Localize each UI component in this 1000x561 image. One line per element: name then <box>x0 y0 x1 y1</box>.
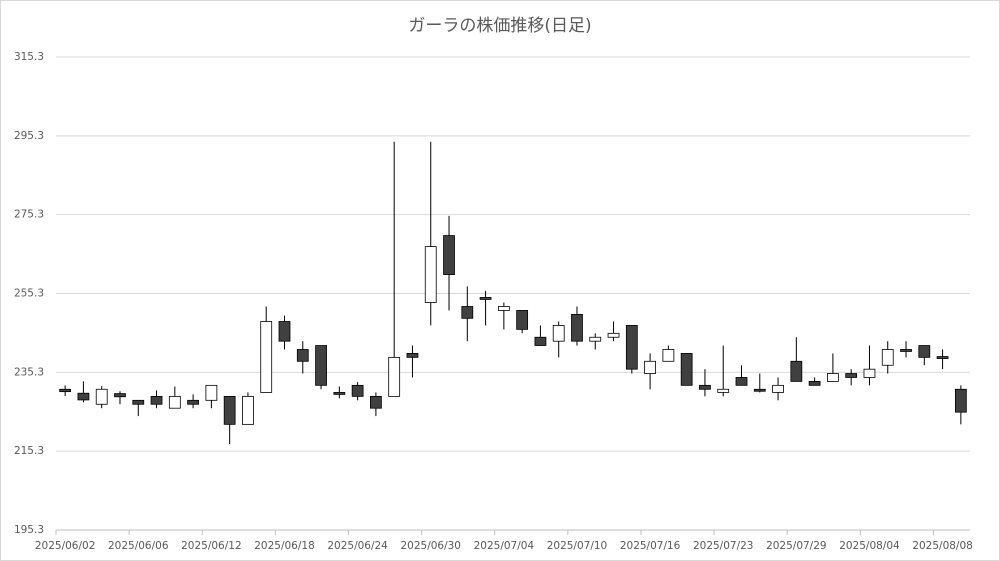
candle-body <box>406 353 419 358</box>
candle-body <box>607 332 620 338</box>
candle-body <box>333 392 346 395</box>
candle-body <box>753 388 766 392</box>
candle-body <box>497 306 510 311</box>
x-tick-label: 2025/06/02 <box>35 540 96 552</box>
candle-body <box>150 395 163 405</box>
candle-body <box>77 392 90 401</box>
candle-body <box>443 235 455 275</box>
y-tick-label: 315.3 <box>14 51 44 63</box>
candle-body <box>790 360 803 382</box>
x-tick-label: 2025/08/04 <box>839 540 900 552</box>
candle-body <box>827 373 839 382</box>
candle-body <box>552 325 565 342</box>
candle-body <box>278 321 291 342</box>
x-tick-label: 2025/07/29 <box>766 540 827 552</box>
x-tick-label: 2025/07/04 <box>474 540 535 552</box>
candle-body <box>589 336 602 342</box>
y-tick-label: 215.3 <box>14 445 44 457</box>
candle-body <box>717 388 730 393</box>
candle-body <box>388 356 401 397</box>
candle-body <box>699 384 711 390</box>
y-tick-label: 255.3 <box>14 288 44 300</box>
candle-body <box>881 349 894 366</box>
x-tick-label: 2025/07/23 <box>693 540 754 552</box>
candle-body <box>662 349 675 362</box>
candle-body <box>644 360 656 374</box>
candle-body <box>954 388 967 413</box>
candle-body <box>772 384 784 393</box>
y-tick-label: 295.3 <box>14 130 44 142</box>
candle-body <box>863 368 876 378</box>
candle-body <box>370 395 382 409</box>
candle-body <box>242 395 254 425</box>
candle-body <box>808 380 821 386</box>
candle-body <box>479 297 492 300</box>
candle-body <box>114 393 126 398</box>
candle-body <box>296 349 309 362</box>
candle-body <box>260 321 273 393</box>
chart-title: ガーラの株価推移(日足) <box>408 16 591 36</box>
candle-body <box>735 377 748 386</box>
candle-body <box>315 345 327 386</box>
candle-body <box>918 345 931 358</box>
candle-body <box>571 313 583 342</box>
candle-body <box>351 384 364 397</box>
candle-body <box>461 306 474 319</box>
candle-body <box>680 353 693 386</box>
y-tick-label: 195.3 <box>14 524 44 536</box>
x-tick-label: 2025/06/18 <box>254 540 315 552</box>
x-tick-label: 2025/08/08 <box>912 540 973 552</box>
candle-body <box>187 399 199 405</box>
y-tick-label: 235.3 <box>14 366 44 378</box>
candle-body <box>516 310 529 330</box>
x-tick-label: 2025/07/10 <box>547 540 608 552</box>
candle-body <box>534 336 547 346</box>
x-tick-label: 2025/06/30 <box>400 540 461 552</box>
candle-body <box>205 384 218 401</box>
x-tick-label: 2025/06/06 <box>108 540 169 552</box>
x-tick-label: 2025/06/12 <box>181 540 242 552</box>
candle-body <box>424 246 437 303</box>
candle-body <box>59 388 72 393</box>
candle-body <box>95 388 108 405</box>
candle-body <box>168 395 181 409</box>
candle-body <box>625 325 638 370</box>
x-tick-label: 2025/06/24 <box>327 540 388 552</box>
candle-body <box>223 395 236 425</box>
candle-body <box>936 356 949 359</box>
candle-body <box>900 349 912 352</box>
candle-body <box>132 399 145 405</box>
candle-body <box>845 373 858 378</box>
y-tick-label: 275.3 <box>14 209 44 221</box>
x-tick-label: 2025/07/16 <box>620 540 681 552</box>
